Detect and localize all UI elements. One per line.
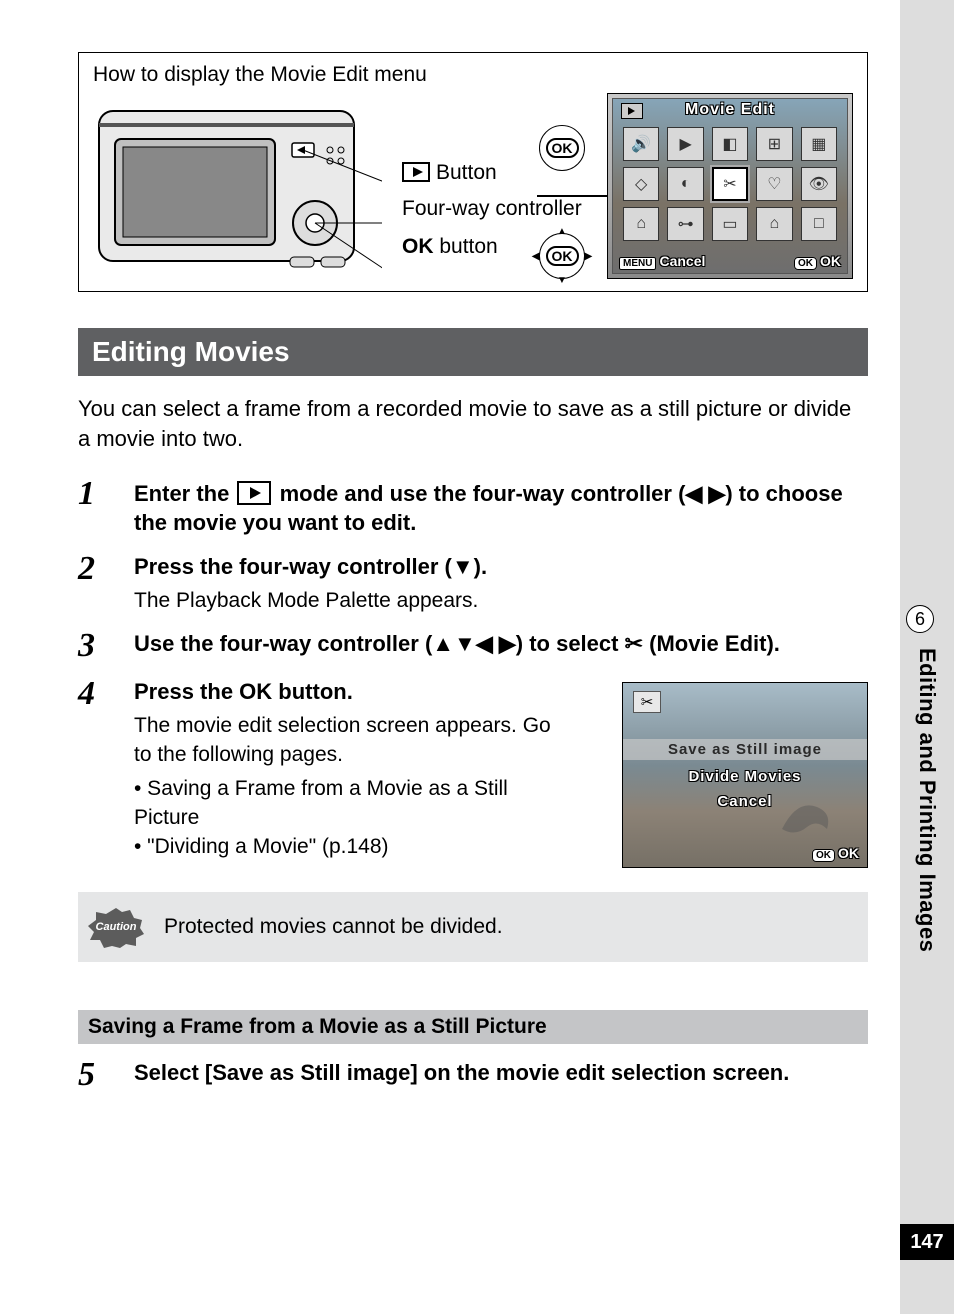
- step-number: 4: [78, 677, 134, 862]
- diagram-box: How to display the Movie Edit menu: [78, 52, 868, 292]
- step-title: Select [Save as Still image] on the movi…: [134, 1058, 868, 1088]
- lcd2-ok: OKOK: [812, 845, 859, 861]
- ok-circle-top: OK: [539, 125, 585, 171]
- section-heading: Editing Movies: [78, 328, 868, 376]
- step-bullets: • Saving a Frame from a Movie as a Still…: [134, 774, 564, 862]
- palette-icon: ⊶: [667, 207, 703, 241]
- ok-badge-icon: OK: [546, 246, 579, 266]
- step-1: 1 Enter the mode and use the four-way co…: [78, 477, 868, 538]
- palette-icon: ◐: [667, 167, 703, 201]
- palette-icon-grid: 🔊▶◧⊞▦◇◐✂♡👁⌂⊶▭⌂□: [623, 127, 837, 241]
- playback-mode-icon: [621, 103, 643, 119]
- camera-illustration: [97, 101, 382, 281]
- lcd1-ok: OKOK: [794, 253, 841, 269]
- palette-icon: ⊞: [756, 127, 792, 161]
- palette-icon: ▭: [712, 207, 748, 241]
- dolphin-silhouette: [777, 789, 837, 839]
- chapter-title-vertical: Editing and Printing Images: [914, 648, 940, 952]
- step-5: 5 Select [Save as Still image] on the mo…: [78, 1058, 868, 1092]
- palette-icon: ◇: [623, 167, 659, 201]
- play-icon: [237, 481, 271, 505]
- step-subtext: The movie edit selection screen appears.…: [134, 711, 564, 770]
- palette-icon: ⌂: [623, 207, 659, 241]
- lcd2-opt-save-still: Save as Still image: [623, 739, 867, 760]
- caution-badge: Caution: [86, 906, 146, 948]
- caution-box: Caution Protected movies cannot be divid…: [78, 892, 868, 962]
- palette-icon: 🔊: [623, 127, 659, 161]
- palette-icon: ⌂: [756, 207, 792, 241]
- step-number: 3: [78, 629, 134, 663]
- play-icon: [402, 162, 430, 182]
- palette-icon: 👁: [801, 167, 837, 201]
- lcd2-opt-divide: Divide Movies: [623, 768, 867, 785]
- palette-icon: ♡: [756, 167, 792, 201]
- step-number: 1: [78, 477, 134, 538]
- step-title: Press the four-way controller (▼).: [134, 552, 868, 582]
- lcd1-cancel: MENUCancel: [619, 253, 705, 269]
- step-3: 3 Use the four-way controller (▲▼◀ ▶) to…: [78, 629, 868, 663]
- step-2: 2 Press the four-way controller (▼). The…: [78, 552, 868, 615]
- lcd1-title: Movie Edit: [613, 99, 847, 119]
- chapter-number-badge: 6: [906, 605, 934, 633]
- caution-text: Protected movies cannot be divided.: [164, 915, 503, 939]
- step-title: Press the OK button.: [134, 677, 564, 707]
- sub-heading: Saving a Frame from a Movie as a Still P…: [78, 1010, 868, 1044]
- step-title: Use the four-way controller (▲▼◀ ▶) to s…: [134, 629, 868, 659]
- scissors-icon: ✂: [633, 691, 661, 713]
- step-title: Enter the mode and use the four-way cont…: [134, 477, 868, 538]
- palette-icon: ◧: [712, 127, 748, 161]
- palette-icon: □: [801, 207, 837, 241]
- step-number: 2: [78, 552, 134, 615]
- lcd-movie-edit-selection: ✂ Save as Still image Divide Movies Canc…: [622, 682, 868, 868]
- section-intro: You can select a frame from a recorded m…: [78, 394, 868, 455]
- callout-play-button: Button: [402, 159, 497, 185]
- palette-icon: ▦: [801, 127, 837, 161]
- step-subtext: The Playback Mode Palette appears.: [134, 586, 868, 615]
- diagram-title: How to display the Movie Edit menu: [93, 63, 853, 87]
- ok-badge-icon: OK: [546, 138, 579, 158]
- callout-ok-button: OK button: [402, 235, 498, 259]
- lcd-movie-edit-palette: Movie Edit 🔊▶◧⊞▦◇◐✂♡👁⌂⊶▭⌂□ MENUCancel OK…: [607, 93, 853, 279]
- page-number: 147: [900, 1224, 954, 1260]
- ok-circle-bottom: OK ▲ ▼ ◀ ▶: [539, 233, 585, 279]
- palette-icon: ✂: [712, 167, 748, 201]
- palette-icon: ▶: [667, 127, 703, 161]
- callout-four-way: Four-way controller: [402, 197, 582, 221]
- step-number: 5: [78, 1058, 134, 1092]
